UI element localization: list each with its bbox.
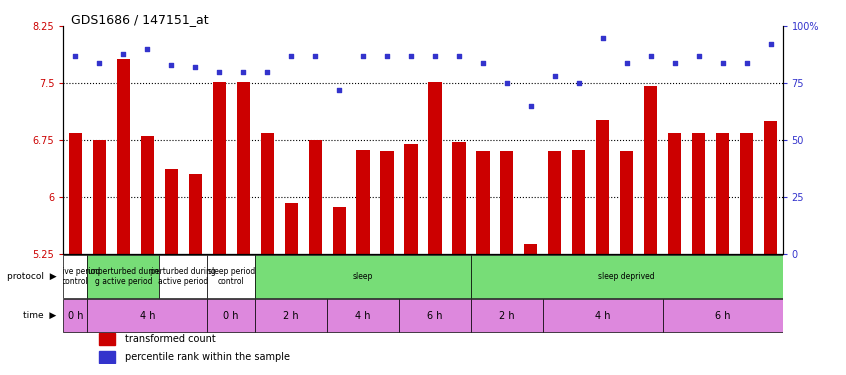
- Bar: [500, 152, 514, 254]
- Point: [764, 42, 777, 48]
- Point: [525, 103, 538, 109]
- Bar: [237, 82, 250, 254]
- Bar: [159, 255, 207, 298]
- Bar: [668, 133, 681, 254]
- Point: [189, 64, 202, 70]
- Text: perturbed during
active period: perturbed during active period: [151, 267, 217, 286]
- Bar: [525, 244, 537, 254]
- Text: sleep: sleep: [353, 272, 373, 281]
- Bar: [399, 299, 471, 332]
- Point: [596, 34, 609, 40]
- Text: 4 h: 4 h: [355, 311, 371, 321]
- Text: sleep period
control: sleep period control: [207, 267, 255, 286]
- Point: [236, 69, 250, 75]
- Text: 4 h: 4 h: [595, 311, 611, 321]
- Bar: [471, 255, 783, 298]
- Text: protocol  ▶: protocol ▶: [7, 272, 56, 281]
- Bar: [309, 140, 321, 254]
- Bar: [428, 82, 442, 254]
- Point: [261, 69, 274, 75]
- Point: [428, 53, 442, 59]
- Bar: [140, 136, 154, 254]
- Point: [308, 53, 321, 59]
- Bar: [644, 86, 657, 254]
- Bar: [99, 333, 115, 345]
- Bar: [596, 120, 609, 254]
- Bar: [189, 174, 202, 254]
- Text: transformed count: transformed count: [124, 334, 216, 344]
- Point: [117, 51, 130, 57]
- Text: 4 h: 4 h: [140, 311, 155, 321]
- Bar: [255, 299, 327, 332]
- Bar: [255, 255, 471, 298]
- Bar: [87, 255, 159, 298]
- Point: [476, 60, 490, 66]
- Bar: [572, 150, 585, 254]
- Bar: [99, 351, 115, 363]
- Point: [572, 80, 585, 86]
- Point: [332, 87, 346, 93]
- Text: 2 h: 2 h: [499, 311, 514, 321]
- Point: [548, 74, 562, 80]
- Point: [356, 53, 370, 59]
- Bar: [662, 299, 783, 332]
- Text: 6 h: 6 h: [427, 311, 442, 321]
- Bar: [117, 59, 130, 254]
- Text: sleep deprived: sleep deprived: [598, 272, 655, 281]
- Bar: [476, 152, 490, 254]
- Bar: [381, 152, 393, 254]
- Point: [92, 60, 106, 66]
- Bar: [453, 142, 465, 254]
- Text: GDS1686 / 147151_at: GDS1686 / 147151_at: [70, 13, 208, 26]
- Bar: [471, 299, 543, 332]
- Bar: [63, 299, 87, 332]
- Point: [284, 53, 298, 59]
- Bar: [87, 299, 207, 332]
- Point: [140, 46, 154, 52]
- Bar: [692, 133, 706, 254]
- Text: time  ▶: time ▶: [23, 311, 56, 320]
- Point: [668, 60, 682, 66]
- Bar: [332, 207, 346, 254]
- Bar: [207, 255, 255, 298]
- Bar: [69, 133, 82, 254]
- Text: 0 h: 0 h: [223, 311, 239, 321]
- Point: [692, 53, 706, 59]
- Text: 2 h: 2 h: [283, 311, 299, 321]
- Point: [716, 60, 729, 66]
- Point: [644, 53, 657, 59]
- Text: 6 h: 6 h: [715, 311, 730, 321]
- Point: [452, 53, 465, 59]
- Text: 0 h: 0 h: [68, 311, 83, 321]
- Point: [164, 62, 178, 68]
- Bar: [327, 299, 399, 332]
- Text: percentile rank within the sample: percentile rank within the sample: [124, 352, 289, 362]
- Bar: [356, 150, 370, 254]
- Text: active period
control: active period control: [50, 267, 101, 286]
- Point: [69, 53, 82, 59]
- Point: [381, 53, 394, 59]
- Bar: [548, 152, 562, 254]
- Bar: [284, 203, 298, 254]
- Point: [740, 60, 754, 66]
- Bar: [261, 133, 274, 254]
- Point: [404, 53, 418, 59]
- Bar: [63, 255, 87, 298]
- Bar: [207, 299, 255, 332]
- Text: unperturbed durin
g active period: unperturbed durin g active period: [88, 267, 159, 286]
- Bar: [740, 133, 753, 254]
- Point: [212, 69, 226, 75]
- Point: [620, 60, 634, 66]
- Bar: [212, 82, 226, 254]
- Bar: [543, 299, 662, 332]
- Bar: [404, 144, 418, 254]
- Bar: [620, 152, 634, 254]
- Bar: [764, 121, 777, 254]
- Bar: [716, 133, 729, 254]
- Bar: [93, 140, 106, 254]
- Bar: [165, 169, 178, 254]
- Point: [500, 80, 514, 86]
